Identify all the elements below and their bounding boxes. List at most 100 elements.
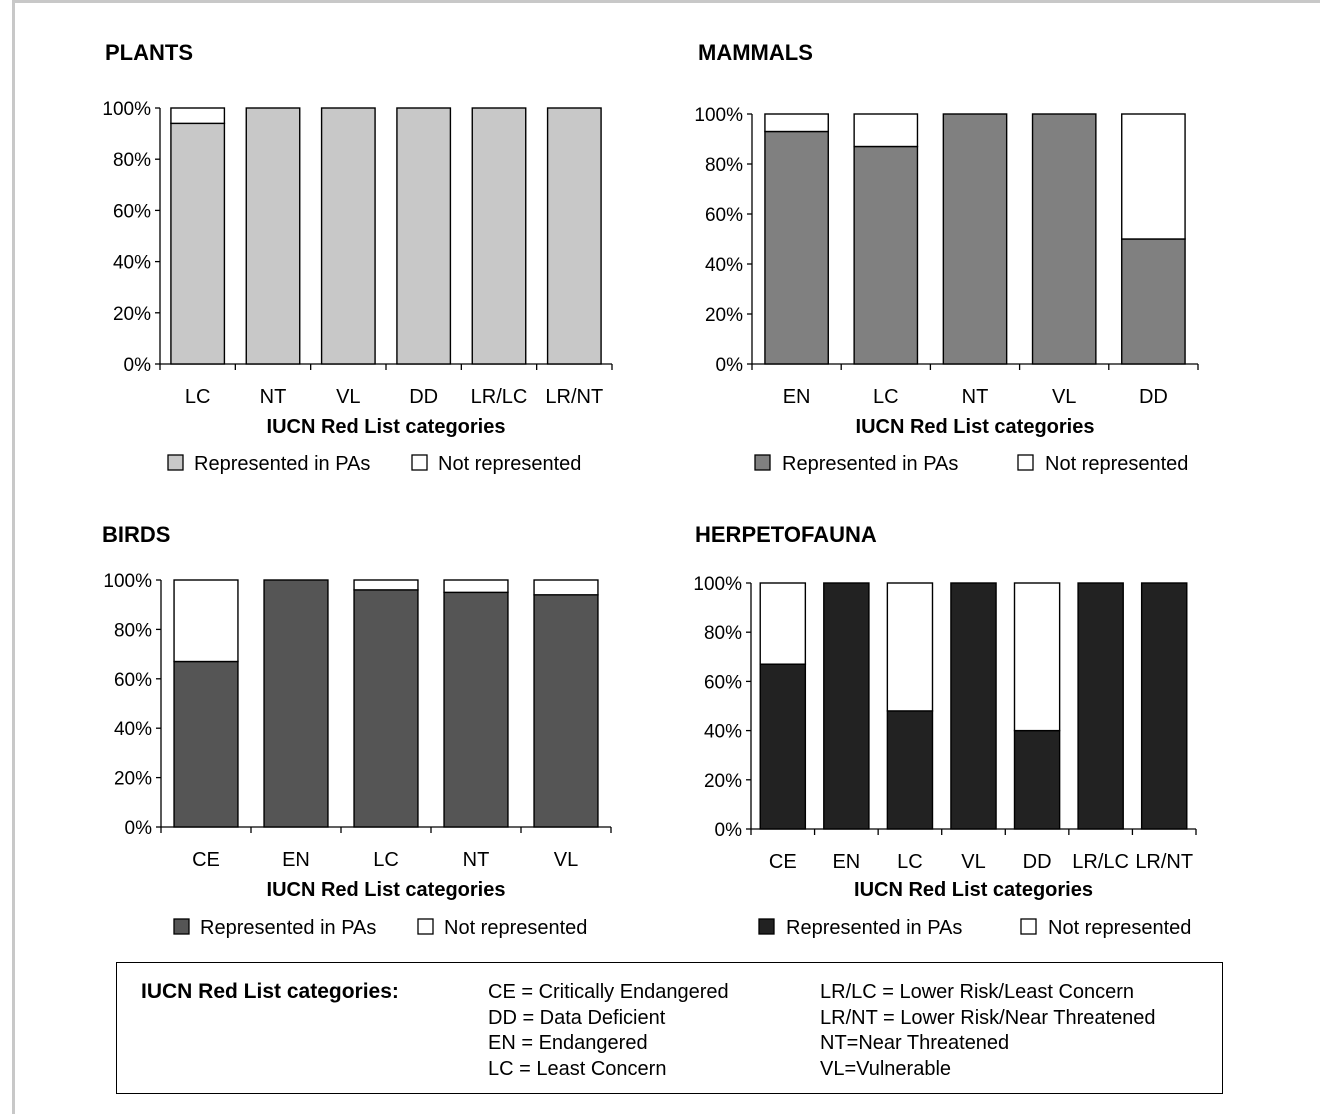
- panel-1-bar-represented-LR/LC: [471, 107, 527, 365]
- panel-3-bar-not-represented-CE: [173, 579, 239, 663]
- panel-4-title: HERPETOFAUNA: [695, 522, 877, 547]
- panel-3-x-tick-label: EN: [282, 849, 310, 871]
- category-def: LR/NT = Lower Risk/Near Threatened: [820, 1006, 1156, 1029]
- panel-3-y-tick-label: 40%: [114, 719, 152, 740]
- panel-4-x-tick-label: LC: [897, 851, 923, 873]
- panel-1-x-tick-label: LC: [185, 386, 211, 408]
- panel-2-legend-label-represented: Represented in PAs: [782, 453, 958, 475]
- panel-4-bar-represented-CE: [759, 663, 807, 830]
- panel-2-y-tick-label: 40%: [705, 255, 743, 276]
- panel-3-bar-not-represented-LC: [353, 579, 419, 591]
- panel-2-bar-not-represented-DD: [1121, 113, 1186, 240]
- panel-1-y-tick-label: 80%: [113, 150, 151, 171]
- panel-4-bar-not-represented-DD: [1013, 582, 1061, 732]
- panel-2-bar-represented-NT: [942, 113, 1008, 365]
- panel-1-x-tick-label: LR/NT: [545, 386, 603, 408]
- panel-1-x-tick-label: LR/LC: [471, 386, 528, 408]
- panel-2-y-tick-label: 0%: [716, 355, 744, 376]
- panel-2-x-tick-label: EN: [783, 386, 811, 408]
- panel-4-bar-represented-DD: [1013, 729, 1061, 830]
- panel-1-y-tick-label: 0%: [124, 355, 152, 376]
- category-legend: IUCN Red List categories: CE = Criticall…: [116, 962, 1223, 1094]
- panel-4-bar-represented-LC: [886, 710, 934, 830]
- panel-3-bar-represented-LC: [353, 589, 419, 828]
- panel-4-bar-not-represented-LC: [886, 582, 934, 712]
- panel-1-legend-label-not-represented: Not represented: [438, 453, 581, 475]
- panel-2-x-tick-label: LC: [873, 386, 899, 408]
- panel-2-legend-swatch-not-represented: [1017, 454, 1034, 471]
- panel-4-y-tick-label: 60%: [704, 672, 742, 693]
- panel-1-y-tick-label: 40%: [113, 253, 151, 274]
- panel-4-bar-represented-LR/LC: [1077, 582, 1124, 830]
- panel-3-bar-represented-CE: [173, 660, 239, 828]
- figure-frame: [12, 0, 1320, 1114]
- panel-3-y-tick-label: 60%: [114, 670, 152, 691]
- panel-4-legend-label-represented: Represented in PAs: [786, 917, 962, 939]
- panel-2-y-tick-label: 20%: [705, 305, 743, 326]
- panel-1-bar-not-represented-LC: [170, 107, 226, 125]
- panel-3-legend-label-not-represented: Not represented: [444, 917, 587, 939]
- panel-4-x-tick-label: LR/LC: [1072, 851, 1129, 873]
- panel-3-x-tick-label: CE: [192, 849, 220, 871]
- panel-3-x-tick-label: VL: [554, 849, 578, 871]
- panel-2-y-tick-label: 100%: [694, 105, 743, 126]
- panel-2-bar-represented-DD: [1121, 238, 1186, 365]
- category-legend-title: IUCN Red List categories:: [141, 980, 399, 1003]
- panel-2-y-tick-label: 80%: [705, 155, 743, 176]
- charts-canvas: PLANTS 0% 20% 40% 60% 80% 100% LC NT VL DD LR/LC LR/…: [102, 40, 1199, 939]
- panel-2-legend-label-not-represented: Not represented: [1045, 453, 1188, 475]
- category-def: LR/LC = Lower Risk/Least Concern: [820, 981, 1135, 1003]
- panel-1-y-tick-label: 20%: [113, 304, 151, 325]
- category-legend-col-1: CE = Critically Endangered DD = Data Def…: [488, 980, 729, 1082]
- panel-1-legend-swatch-represented: [167, 454, 184, 471]
- panel-1-y-tick-label: 100%: [102, 99, 151, 120]
- panel-3-y-tick-label: 100%: [103, 571, 152, 592]
- category-def: NT=Near Threatened: [820, 1032, 1010, 1054]
- panel-3-x-tick-label: NT: [463, 849, 490, 871]
- panel-3-bar-not-represented-NT: [443, 579, 509, 594]
- panel-3-title: BIRDS: [102, 522, 170, 547]
- panel-4-y-tick-label: 20%: [704, 771, 742, 792]
- panel-2-bar-represented-LC: [853, 145, 919, 365]
- panel-4-bar-represented-VL: [950, 582, 997, 830]
- panel-1-x-tick-label: DD: [409, 386, 438, 408]
- panel-4-x-tick-label: VL: [961, 851, 985, 873]
- panel-3-y-tick-label: 20%: [114, 769, 152, 790]
- panel-4-x-tick-label: CE: [769, 851, 797, 873]
- panel-1-bar-represented-VL: [320, 107, 376, 365]
- panel-3-bar-represented-VL: [533, 594, 599, 828]
- panel-2-y-tick-label: 60%: [705, 205, 743, 226]
- panel-2-bar-represented-VL: [1031, 113, 1097, 365]
- panel-4-bar-not-represented-CE: [759, 582, 807, 665]
- category-def: EN = Endangered: [488, 1032, 648, 1054]
- panel-3-y-tick-label: 80%: [114, 620, 152, 641]
- panel-3-bar-represented-EN: [263, 579, 329, 828]
- category-def: LC = Least Concern: [488, 1057, 667, 1080]
- panel-4-bar-represented-EN: [823, 582, 870, 830]
- panel-3-x-tick-label: LC: [373, 849, 399, 871]
- panel-1-bar-represented-NT: [245, 107, 301, 365]
- panel-3-x-axis-label: IUCN Red List categories: [267, 879, 506, 901]
- panel-2-bar-represented-EN: [764, 130, 829, 365]
- panel-1-bar-represented-DD: [396, 107, 452, 365]
- panel-4-legend-swatch-not-represented: [1020, 918, 1037, 935]
- panel-1-y-tick-label: 60%: [113, 201, 151, 222]
- panel-2-x-tick-label: VL: [1052, 386, 1076, 408]
- panel-4-x-axis-label: IUCN Red List categories: [854, 879, 1093, 901]
- panel-3-legend-swatch-not-represented: [417, 918, 434, 935]
- panel-4-y-tick-label: 40%: [704, 722, 742, 743]
- panel-2-bar-not-represented-LC: [853, 113, 919, 148]
- panel-3-bar-not-represented-VL: [533, 579, 599, 596]
- panel-3-legend-label-represented: Represented in PAs: [200, 917, 376, 939]
- panel-2-x-tick-label: DD: [1139, 386, 1168, 408]
- panel-1-x-tick-label: NT: [260, 386, 287, 408]
- panel-2-title: MAMMALS: [698, 40, 813, 65]
- panel-2-legend-swatch-represented: [754, 454, 771, 471]
- panel-4-y-tick-label: 80%: [704, 623, 742, 644]
- panel-1-title: PLANTS: [105, 40, 193, 65]
- category-def: CE = Critically Endangered: [488, 981, 729, 1003]
- panel-4-x-tick-label: DD: [1023, 851, 1052, 873]
- panel-1-bar-represented-LR/NT: [546, 107, 602, 365]
- panel-4-bar-represented-LR/NT: [1140, 582, 1188, 830]
- panel-4-x-tick-label: LR/NT: [1135, 851, 1193, 873]
